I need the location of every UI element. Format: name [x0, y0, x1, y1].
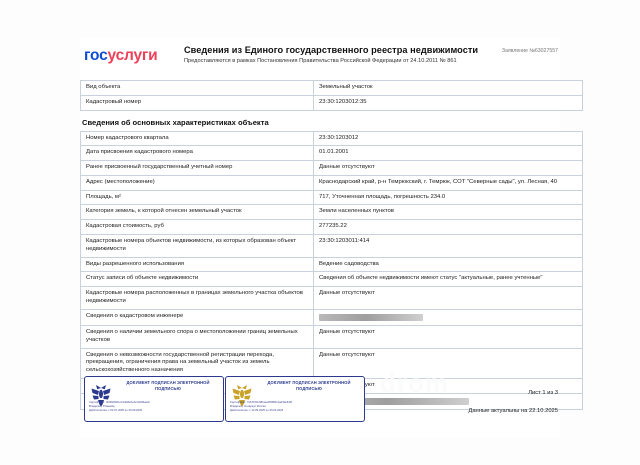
row-value: Данные отсутствуют: [313, 325, 583, 349]
row-key: Ранее присвоенный государственный учетны…: [80, 160, 314, 176]
stamp-cert-1: Сертификат: 4b0026b61cb1d22febebcc0e83ae…: [89, 401, 151, 404]
redaction-bar: [319, 313, 423, 321]
characteristics-table: Номер кадастрового квартала 23:30:1203012…: [80, 130, 583, 411]
row-value: Ведение садоводства: [313, 256, 583, 273]
table-row: Сведения о невозможности государственной…: [80, 347, 583, 379]
application-number: Заявление №63027557: [501, 48, 558, 54]
section-title: Сведения об основных характеристиках объ…: [82, 117, 269, 127]
row-value: Данные отсутствуют: [313, 286, 583, 310]
stamp-title-2: ДОКУМЕНТ ПОДПИСАН ЭЛЕКТРОННОЙ ПОДПИСЬЮ: [267, 380, 351, 391]
document-subtitle: Предоставляются в рамках Постановления П…: [184, 58, 457, 64]
table-row: Кадастровый номер 23:30:1203012:35: [80, 94, 583, 111]
row-key: Вид объекта: [80, 80, 314, 96]
table-row: Сведения о наличии земельного спора о ме…: [80, 325, 583, 349]
row-value: 23:30:1203012: [313, 130, 583, 147]
characteristics-body: Номер кадастрового квартала 23:30:1203012…: [80, 130, 583, 411]
table-row: Номер кадастрового квартала 23:30:1203012: [80, 130, 583, 147]
row-value: Земельный участок: [313, 80, 583, 96]
table-row: Дата присвоения кадастрового номера 01.01…: [80, 145, 583, 162]
table-row: Сведения о кадастровом инженере: [80, 308, 583, 327]
row-key: Кадастровые номера расположенных в грани…: [80, 286, 314, 310]
row-value-redacted: [313, 392, 583, 411]
row-value: Данные отсутствуют: [313, 160, 583, 176]
row-key: Адрес (местоположение): [80, 174, 314, 191]
page-indicator: Лист 1 из 3: [528, 390, 558, 396]
row-key: Кадастровые номера объектов недвижимости…: [80, 234, 314, 258]
row-key: Кадастровая стоимость, руб: [80, 219, 314, 236]
document-header: госуслуги Сведения из Единого государств…: [80, 38, 560, 80]
table-row: Ранее присвоенный государственный учетны…: [80, 160, 583, 176]
row-key: Номер кадастрового квартала: [80, 130, 314, 147]
object-summary-table: Вид объекта Земельный участок Кадастровый …: [80, 80, 583, 111]
document-sheet: госуслуги Сведения из Единого государств…: [80, 38, 583, 438]
table-row: Кадастровые номера объектов недвижимости…: [80, 234, 583, 258]
row-key: Категория земель, к которой отнесен земе…: [80, 204, 314, 221]
row-key: Статус записи об объекте недвижимости: [80, 271, 314, 288]
row-key: Сведения о кадастровом инженере: [80, 308, 314, 327]
stamp-valid-2: Действителен: с 12.09.2025 по 09.04.2026: [230, 409, 284, 413]
stamp-details-1: Сертификат: 4b0026b61cb1d22febebcc0e83ae…: [89, 401, 220, 413]
table-row: Статус записи об объекте недвижимости Све…: [80, 271, 583, 288]
stamp-details-2: Сертификат: 7e57371b9811ee6508f0c1ad40e6…: [230, 401, 361, 413]
table-row: Категория земель, к которой отнесен земе…: [80, 204, 583, 221]
row-value: 717, Уточненная площадь, погрешность 234…: [313, 189, 583, 206]
row-value: 23:30:1203012:35: [313, 94, 583, 111]
table-row: Адрес (местоположение) Краснодарский край…: [80, 174, 583, 191]
russia-eagle-gold-icon: [232, 385, 252, 407]
gosuslugi-logo: госуслуги: [84, 47, 158, 64]
row-key: Виды разрешенного использования: [80, 256, 314, 273]
row-key: Сведения о невозможности государственной…: [80, 347, 314, 379]
logo-gos-text: гос: [84, 47, 108, 64]
row-key: Дата присвоения кадастрового номера: [80, 145, 314, 162]
row-value: Данные отсутствуют: [313, 347, 583, 379]
signature-stamps: ДОКУМЕНТ ПОДПИСАН ЭЛЕКТРОННОЙ ПОДПИСЬЮ С…: [84, 376, 384, 432]
document-footer: Лист 1 из 3 Данные актуальны на 22.10.20…: [468, 390, 558, 414]
stamp-owner-2: Владелец: Нотариус Россия: [230, 405, 266, 409]
stamp-valid-1: Действителен: с 02.07.2025 по 25.09.2026: [89, 409, 143, 413]
row-key: Кадастровый номер: [80, 94, 314, 111]
row-value: 01.01.2001: [313, 145, 583, 162]
row-value: Краснодарский край, р-н Темрюкский, г. Т…: [313, 174, 583, 191]
data-actual-date: Данные актуальны на 22.10.2025: [468, 408, 558, 414]
row-value: Земли населенных пунктов: [313, 204, 583, 221]
row-key: Площадь, м²: [80, 189, 314, 206]
stamp-owner-1: Владелец: Розанову: [89, 405, 115, 409]
row-key: Сведения о наличии земельного спора о ме…: [80, 325, 314, 349]
row-value: 277235.22: [313, 219, 583, 236]
table-row: Кадастровая стоимость, руб 277235.22: [80, 219, 583, 236]
signature-stamp-1: ДОКУМЕНТ ПОДПИСАН ЭЛЕКТРОННОЙ ПОДПИСЬЮ С…: [84, 376, 224, 422]
document-title: Сведения из Единого государственного рее…: [184, 45, 479, 55]
object-summary-body: Вид объекта Земельный участок Кадастровый …: [80, 80, 583, 111]
signature-stamp-2: ДОКУМЕНТ ПОДПИСАН ЭЛЕКТРОННОЙ ПОДПИСЬЮ С…: [225, 376, 365, 422]
row-value: Сведения об объекте недвижимости имеют с…: [313, 271, 583, 288]
redaction-bar: [319, 397, 469, 405]
row-value-redacted: [313, 308, 583, 327]
russia-eagle-blue-icon: [91, 385, 111, 407]
stamp-title-1: ДОКУМЕНТ ПОДПИСАН ЭЛЕКТРОННОЙ ПОДПИСЬЮ: [126, 380, 210, 391]
table-row: Виды разрешенного использования Ведение с…: [80, 256, 583, 273]
logo-uslugi-text: услуги: [107, 47, 158, 64]
table-row: Вид объекта Земельный участок: [80, 80, 583, 96]
table-row: Площадь, м² 717, Уточненная площадь, погр…: [80, 189, 583, 206]
row-value: 23:30:1203011:414: [313, 234, 583, 258]
table-row: Кадастровые номера расположенных в грани…: [80, 286, 583, 310]
stamp-cert-2: Сертификат: 7e57371b9811ee6508f0c1ad40e6…: [230, 401, 293, 404]
